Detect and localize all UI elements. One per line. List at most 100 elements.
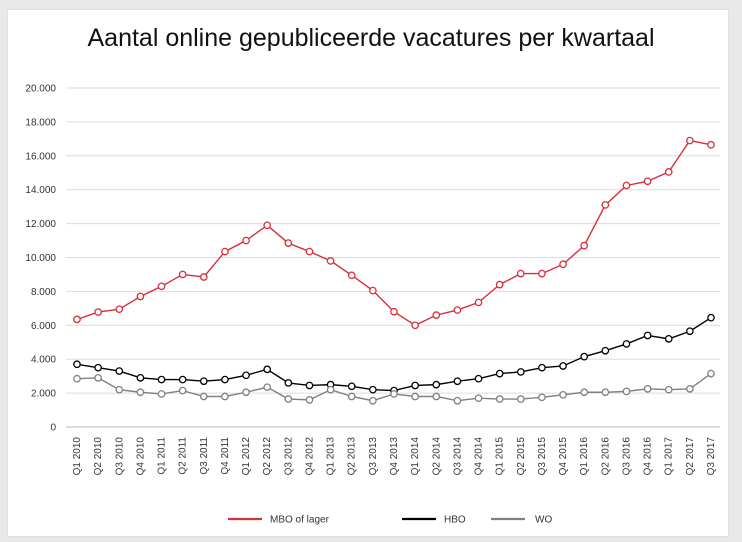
x-tick-label: Q4 2011 bbox=[220, 437, 231, 475]
series-0-point bbox=[326, 257, 335, 265]
series-1-point bbox=[178, 375, 187, 384]
series-2-point bbox=[115, 385, 124, 394]
series-1-point bbox=[622, 340, 631, 348]
x-tick-label: Q2 2016 bbox=[600, 437, 611, 476]
series-0-point bbox=[453, 306, 462, 314]
legend-label-1: HBO bbox=[444, 515, 466, 526]
series-0-point bbox=[136, 292, 145, 301]
series-0-point bbox=[305, 247, 314, 256]
x-tick-label: Q2 2013 bbox=[347, 437, 358, 476]
series-0-point bbox=[601, 201, 610, 209]
series-2-point bbox=[284, 395, 293, 403]
series-0-point bbox=[411, 321, 419, 330]
series-1-point bbox=[136, 373, 145, 382]
series-0-point bbox=[686, 136, 694, 145]
x-tick-label: Q4 2013 bbox=[389, 437, 400, 476]
series-line-1 bbox=[76, 317, 712, 392]
x-tick-label: Q4 2016 bbox=[643, 437, 654, 476]
series-1-point bbox=[263, 365, 272, 374]
x-tick-label: Q1 2013 bbox=[326, 437, 337, 476]
series-2-point bbox=[453, 396, 462, 405]
x-tick-label: Q4 2015 bbox=[558, 437, 569, 476]
x-tick-label: Q2 2015 bbox=[516, 437, 527, 476]
chart-title: Aantal online gepubliceerde vacatures pe… bbox=[87, 24, 655, 52]
series-1-point bbox=[686, 327, 694, 336]
series-1-point bbox=[115, 367, 124, 375]
series-0-point bbox=[94, 308, 102, 316]
x-tick-label: Q1 2010 bbox=[72, 437, 83, 476]
series-1-point bbox=[73, 360, 81, 369]
series-0-point bbox=[347, 271, 356, 280]
series-0-point bbox=[516, 269, 525, 278]
series-0-point bbox=[580, 241, 589, 250]
x-tick-label: Q2 2012 bbox=[262, 437, 273, 476]
y-tick-label: 18.000 bbox=[25, 117, 56, 128]
series-0-point bbox=[559, 260, 567, 269]
series-1-point bbox=[157, 375, 166, 384]
y-tick-label: 8.000 bbox=[31, 287, 56, 298]
series-2-point bbox=[559, 390, 567, 399]
series-1-point bbox=[242, 371, 250, 380]
series-2-point bbox=[643, 385, 652, 393]
x-tick-label: Q4 2014 bbox=[474, 437, 485, 476]
series-2-point bbox=[73, 374, 81, 383]
series-0-point bbox=[221, 247, 229, 256]
x-tick-label: Q3 2011 bbox=[199, 437, 210, 475]
x-tick-label: Q3 2014 bbox=[452, 437, 463, 476]
y-tick-label: 16.000 bbox=[25, 151, 56, 162]
series-2-point bbox=[601, 388, 610, 397]
series-2-point bbox=[157, 390, 166, 398]
series-2-point bbox=[263, 383, 272, 392]
series-2-point bbox=[347, 392, 356, 401]
y-tick-label: 14.000 bbox=[25, 185, 56, 196]
series-0-point bbox=[622, 181, 631, 190]
series-2-point bbox=[664, 385, 673, 394]
x-tick-label: Q3 2012 bbox=[283, 437, 294, 476]
series-2-point bbox=[622, 387, 631, 396]
series-0-point bbox=[538, 269, 546, 278]
series-2-point bbox=[199, 392, 208, 401]
y-tick-label: 6.000 bbox=[31, 321, 56, 332]
series-0-point bbox=[664, 168, 673, 176]
series-1-point bbox=[432, 380, 441, 389]
series-0-point bbox=[73, 315, 81, 324]
series-2-point bbox=[538, 393, 546, 402]
series-0-point bbox=[390, 307, 398, 316]
series-1-point bbox=[707, 313, 715, 322]
x-tick-label: Q1 2017 bbox=[664, 437, 675, 476]
series-1-point bbox=[221, 375, 229, 384]
series-1-point bbox=[580, 352, 589, 361]
y-tick-label: 12.000 bbox=[25, 219, 56, 230]
series-1-point bbox=[305, 381, 314, 390]
series-0-point bbox=[199, 273, 208, 281]
y-tick-label: 0 bbox=[50, 423, 56, 434]
x-tick-label: Q3 2015 bbox=[537, 437, 548, 476]
series-0-point bbox=[178, 270, 187, 279]
series-2-point bbox=[390, 390, 398, 398]
series-2-point bbox=[411, 392, 419, 401]
x-tick-label: Q1 2012 bbox=[241, 437, 252, 476]
series-1-point bbox=[601, 346, 610, 355]
series-0-point bbox=[263, 221, 272, 230]
series-2-point bbox=[136, 388, 145, 397]
series-0-point bbox=[284, 239, 293, 247]
series-2-point bbox=[305, 396, 314, 404]
x-tick-label: Q2 2017 bbox=[685, 437, 696, 476]
legend-label-0: MBO of lager bbox=[270, 515, 330, 526]
series-1-point bbox=[559, 362, 567, 370]
x-tick-label: Q4 2010 bbox=[135, 437, 146, 476]
series-0-point bbox=[643, 177, 652, 186]
series-2-point bbox=[221, 392, 229, 401]
x-tick-label: Q2 2010 bbox=[93, 437, 104, 476]
series-2-point bbox=[474, 394, 483, 403]
y-tick-label: 20.000 bbox=[25, 84, 56, 95]
y-tick-label: 2.000 bbox=[31, 389, 56, 400]
series-2-point bbox=[326, 385, 335, 394]
series-1-point bbox=[453, 377, 462, 386]
series-1-point bbox=[347, 382, 356, 391]
x-tick-label: Q3 2017 bbox=[706, 437, 717, 476]
series-0-point bbox=[157, 282, 166, 291]
series-line-0 bbox=[76, 139, 712, 327]
x-tick-label: Q1 2016 bbox=[579, 437, 590, 476]
x-tick-label: Q4 2012 bbox=[304, 437, 315, 476]
